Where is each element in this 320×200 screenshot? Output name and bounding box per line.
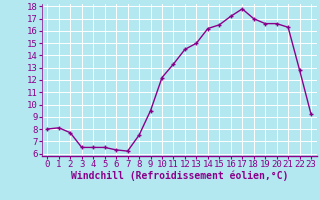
X-axis label: Windchill (Refroidissement éolien,°C): Windchill (Refroidissement éolien,°C) xyxy=(70,171,288,181)
